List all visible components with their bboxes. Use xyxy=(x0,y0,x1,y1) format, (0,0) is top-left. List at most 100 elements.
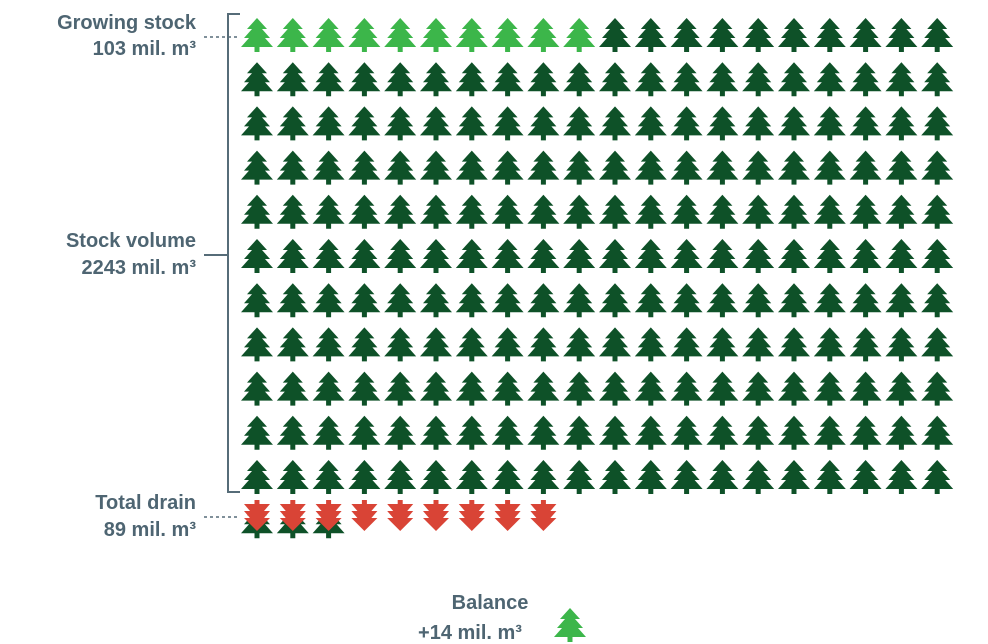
stock-volume-tree-icon xyxy=(420,150,452,185)
stock-volume-tree-icon xyxy=(599,415,631,450)
stock-volume-tree-icon xyxy=(527,239,560,273)
stock-volume-tree-icon xyxy=(455,194,488,229)
stock-volume-tree-icon xyxy=(921,18,954,52)
stock-volume-tree-icon xyxy=(634,283,667,318)
stock-volume-tree-icon xyxy=(634,18,667,52)
stock-volume-tree-icon xyxy=(420,62,452,97)
stock-volume-tree-icon xyxy=(813,194,846,229)
stock-volume-tree-icon xyxy=(742,283,775,318)
stock-volume-tree-icon xyxy=(312,106,345,141)
stock-volume-tree-icon xyxy=(849,18,882,52)
stock-volume-tree-icon xyxy=(384,371,417,406)
stock-volume-tree-icon xyxy=(563,150,596,185)
stock-volume-tree-icon xyxy=(849,62,882,97)
stock-volume-tree-icon xyxy=(241,460,273,494)
stock-volume-tree-icon xyxy=(706,283,739,318)
icon-grid xyxy=(241,18,954,642)
drain-arrow-icon xyxy=(530,500,557,531)
stock-volume-tree-icon xyxy=(420,415,452,450)
stock-volume-tree-icon xyxy=(634,239,667,273)
growing-stock-tree-icon xyxy=(384,18,417,52)
stock-volume-tree-icon xyxy=(813,371,846,406)
stock-volume-tree-icon xyxy=(742,415,775,450)
stock-volume-tree-icon xyxy=(634,460,667,494)
stock-volume-tree-icon xyxy=(241,239,273,273)
stock-volume-tree-icon xyxy=(706,327,739,362)
stock-volume-tree-icon xyxy=(563,239,596,273)
stock-volume-tree-icon xyxy=(778,106,810,141)
stock-volume-tree-icon xyxy=(849,460,882,494)
stock-volume-tree-icon xyxy=(599,62,631,97)
stock-volume-tree-icon xyxy=(849,327,882,362)
balance-label: Balance xyxy=(452,592,529,614)
stock-volume-tree-icon xyxy=(348,371,381,406)
stock-volume-tree-icon xyxy=(276,327,309,362)
stock-volume-tree-icon xyxy=(599,106,631,141)
stock-volume-tree-icon xyxy=(491,371,524,406)
stock-volume-tree-icon xyxy=(778,194,810,229)
stock-volume-tree-icon xyxy=(921,327,954,362)
stock-volume-tree-icon xyxy=(742,371,775,406)
growing-stock-tree-icon xyxy=(241,18,273,52)
stock-volume-tree-icon xyxy=(813,327,846,362)
stock-volume-tree-icon xyxy=(885,415,918,450)
stock-volume-tree-icon xyxy=(491,194,524,229)
stock-volume-tree-icon xyxy=(312,62,345,97)
stock-volume-tree-icon xyxy=(491,415,524,450)
stock-volume-tree-icon xyxy=(241,106,273,141)
stock-volume-tree-icon xyxy=(384,62,417,97)
stock-volume-tree-icon xyxy=(348,62,381,97)
stock-volume-tree-icon xyxy=(276,106,309,141)
stock-volume-tree-icon xyxy=(491,283,524,318)
growing-stock-tree-icon xyxy=(563,18,596,52)
stock-volume-tree-icon xyxy=(885,283,918,318)
stock-volume-tree-icon xyxy=(384,460,417,494)
stock-volume-tree-icon xyxy=(634,327,667,362)
growing-stock-tree-icon xyxy=(420,18,452,52)
stock-volume-tree-icon xyxy=(455,460,488,494)
total-drain-value: 89 mil. m³ xyxy=(104,519,197,541)
stock-volume-tree-icon xyxy=(348,283,381,318)
stock-volume-tree-icon xyxy=(348,239,381,273)
stock-volume-tree-icon xyxy=(706,371,739,406)
stock-volume-tree-icon xyxy=(563,460,596,494)
stock-volume-tree-icon xyxy=(599,371,631,406)
stock-volume-tree-icon xyxy=(634,106,667,141)
stock-volume-tree-icon xyxy=(276,415,309,450)
stock-volume-tree-icon xyxy=(634,62,667,97)
stock-volume-tree-icon xyxy=(742,106,775,141)
stock-volume-tree-icon xyxy=(706,150,739,185)
stock-volume-tree-icon xyxy=(455,239,488,273)
stock-volume-tree-icon xyxy=(241,415,273,450)
stock-volume-tree-icon xyxy=(599,18,631,52)
stock-volume-tree-icon xyxy=(455,327,488,362)
stock-volume-tree-icon xyxy=(348,460,381,494)
stock-volume-tree-icon xyxy=(384,194,417,229)
stock-volume-tree-icon xyxy=(670,283,703,318)
stock-volume-tree-icon xyxy=(742,62,775,97)
stock-volume-tree-icon xyxy=(670,106,703,141)
stock-volume-tree-icon xyxy=(241,283,273,318)
stock-volume-tree-icon xyxy=(921,62,954,97)
stock-volume-tree-icon xyxy=(742,150,775,185)
stock-volume-tree-icon xyxy=(527,62,560,97)
stock-volume-tree-icon xyxy=(563,62,596,97)
stock-volume-tree-icon xyxy=(276,194,309,229)
stock-volume-tree-icon xyxy=(420,327,452,362)
stock-volume-tree-icon xyxy=(491,150,524,185)
stock-volume-tree-icon xyxy=(670,415,703,450)
stock-volume-tree-icon xyxy=(527,106,560,141)
stock-volume-tree-icon xyxy=(491,106,524,141)
stock-volume-tree-icon xyxy=(634,371,667,406)
stock-volume-tree-icon xyxy=(742,18,775,52)
stock-volume-tree-icon xyxy=(276,371,309,406)
stock-volume-tree-icon xyxy=(778,415,810,450)
stock-volume-tree-icon xyxy=(312,194,345,229)
stock-volume-tree-icon xyxy=(312,239,345,273)
stock-volume-tree-icon xyxy=(670,194,703,229)
stock-volume-tree-icon xyxy=(706,460,739,494)
growing-stock-tree-icon xyxy=(312,18,345,52)
stock-volume-tree-icon xyxy=(420,239,452,273)
stock-volume-tree-icon xyxy=(885,194,918,229)
stock-volume-tree-icon xyxy=(312,327,345,362)
